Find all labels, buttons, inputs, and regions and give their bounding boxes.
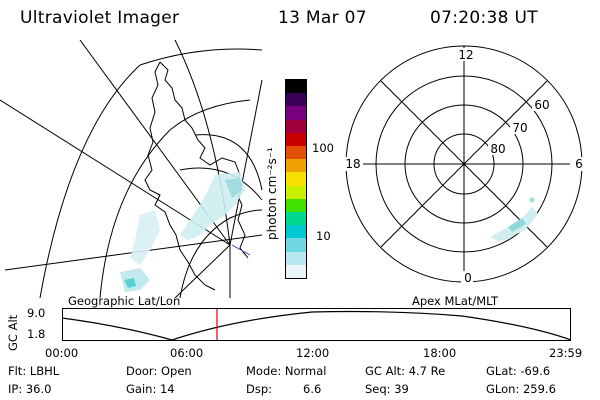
polar-plot-label: Apex MLat/MLT (412, 294, 499, 308)
altitude-curve (62, 310, 572, 341)
polar-circle (194, 134, 263, 191)
colorbar-band (286, 225, 306, 239)
dsp-label: Dsp: (246, 382, 273, 396)
altitude-xtick-1: 06:00 (170, 346, 204, 360)
gc-alt-info: GC Alt: 4.7 Re (365, 364, 446, 378)
coastline-west (144, 61, 216, 291)
ip-info: IP: 36.0 (8, 382, 52, 396)
meridian-3 (174, 40, 231, 246)
lat-arc-mid (99, 99, 251, 298)
colorbar-band (286, 119, 306, 133)
colorbar-band (286, 212, 306, 226)
colorbar-band (286, 80, 306, 94)
altitude-plot (62, 308, 572, 341)
altitude-xtick-4: 23:59 (549, 346, 583, 360)
polar-aurora (490, 197, 538, 242)
polar-circle-2 (179, 167, 263, 201)
lat-arc-outer-2 (139, 48, 263, 66)
mlat-label-70: 70 (512, 121, 527, 135)
coastline-east (159, 61, 249, 259)
dsp-value: 6.6 (303, 382, 322, 396)
colorbar-band (286, 251, 306, 265)
aurora-emission (120, 172, 245, 292)
colorbar (285, 79, 307, 279)
geographic-map (0, 40, 263, 298)
mlt-label-6: 6 (575, 157, 583, 171)
subsatellite-track (231, 244, 251, 256)
glon-info: GLon: 259.6 (486, 382, 556, 396)
geo-map-label: Geographic Lat/Lon (68, 294, 181, 308)
colorbar-unit-label: photon cm⁻²s⁻¹ (265, 147, 279, 240)
meridian-6 (174, 244, 231, 298)
colorbar-tick-100: 100 (312, 141, 334, 155)
app-title: Ultraviolet Imager (20, 8, 180, 28)
colorbar-band (286, 132, 306, 147)
mode-info: Mode: Normal (246, 364, 327, 378)
colorbar-band (286, 238, 306, 252)
altitude-ylabel: GC Alt (6, 314, 20, 351)
colorbar-band (286, 198, 306, 213)
mlt-label-0: 0 (464, 271, 472, 285)
date-label: 13 Mar 07 (278, 8, 367, 28)
mlat-label-80: 80 (490, 142, 505, 156)
colorbar-band (286, 159, 306, 173)
mlt-label-18: 18 (345, 157, 360, 171)
colorbar-band (286, 146, 306, 160)
colorbar-band (286, 93, 306, 107)
mlat-label-60: 60 (534, 98, 549, 112)
colorbar-band (286, 106, 306, 120)
colorbar-tick-10: 10 (316, 229, 331, 243)
altitude-xtick-0: 00:00 (45, 346, 79, 360)
colorbar-band (286, 264, 306, 279)
time-label: 07:20:38 UT (430, 8, 538, 28)
colorbar-band (286, 172, 306, 186)
altitude-ytick-bottom: 1.8 (27, 327, 46, 341)
polar-diagonal-2 (380, 80, 548, 248)
polar-plot: 12 0 18 6 60 70 80 (343, 45, 584, 285)
seq-info: Seq: 39 (365, 382, 409, 396)
altitude-xtick-2: 12:00 (296, 346, 330, 360)
filter-info: Flt: LBHL (8, 364, 60, 378)
mlt-label-12: 12 (458, 48, 473, 62)
door-info: Door: Open (126, 364, 192, 378)
colorbar-band (286, 185, 306, 199)
glat-info: GLat: -69.6 (486, 364, 551, 378)
altitude-ytick-top: 9.0 (27, 306, 46, 320)
meridian-4 (229, 79, 263, 246)
lat-arc-outer (39, 64, 141, 298)
gain-info: Gain: 14 (126, 382, 175, 396)
altitude-xtick-3: 18:00 (423, 346, 457, 360)
